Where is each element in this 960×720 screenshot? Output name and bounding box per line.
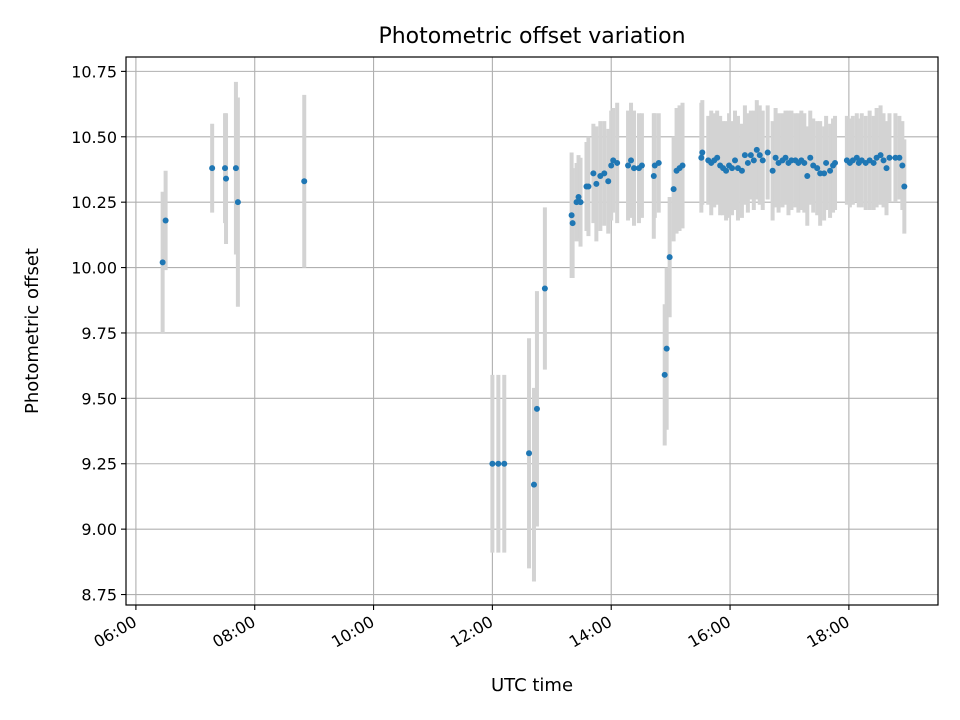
data-point [821,170,828,177]
data-point [223,175,230,182]
data-point [630,165,637,172]
data-point [601,170,608,177]
data-point [741,152,748,159]
data-point [750,157,757,164]
data-point [807,154,814,161]
data-point [655,159,662,166]
data-point [530,481,537,488]
data-point [209,165,216,172]
data-point [883,165,890,172]
data-point [628,157,635,164]
plot-frame [125,56,939,606]
data-point [232,165,239,172]
data-point [569,220,576,227]
data-point [901,183,908,190]
y-tick-label: 10.50 [71,128,117,147]
data-point [670,186,677,193]
data-point [162,217,169,224]
data-point [714,154,721,161]
data-point [593,180,600,187]
data-point [666,254,673,261]
data-point [699,149,706,156]
data-point [608,162,615,169]
data-point [159,259,166,266]
data-point [753,146,760,153]
data-point [764,149,771,156]
data-point [870,159,877,166]
x-axis-label: UTC time [491,675,573,696]
data-point [886,154,893,161]
data-point [575,193,582,200]
y-tick-label: 9.00 [81,520,117,539]
data-point [899,162,906,169]
y-tick-label: 9.25 [81,455,117,474]
data-point [880,157,887,164]
data-point [638,162,645,169]
data-point [747,152,754,159]
data-point [585,183,592,190]
data-point [663,345,670,352]
y-axis-label: Photometric offset [22,248,43,414]
data-point [738,167,745,174]
data-point [533,405,540,412]
y-tick-label: 9.75 [81,324,117,343]
data-point [853,154,860,161]
data-point [756,152,763,159]
data-point [661,371,668,378]
y-tick-label: 10.25 [71,193,117,212]
data-point [526,450,533,457]
data-point [614,159,621,166]
data-point [489,460,496,467]
data-point [723,167,730,174]
data-point [732,157,738,164]
data-point [769,167,776,174]
data-point [698,154,705,161]
data-point [801,159,808,166]
data-point [832,159,839,166]
data-point [729,165,736,172]
y-tick-label: 10.75 [71,62,117,81]
data-point [679,162,686,169]
y-tick-label: 9.50 [81,389,117,408]
data-point [877,152,884,159]
data-point [896,154,903,161]
y-tick-label: 10.00 [71,259,117,278]
data-point [234,199,241,206]
data-point [541,285,548,292]
data-point [814,165,821,172]
data-point [495,460,502,467]
data-point [605,178,612,185]
data-point [568,212,575,219]
data-point [625,162,632,169]
data-point [222,165,229,172]
y-axis-ticks: 8.75 9.00 9.25 9.50 9.75 10.00 10.25 10.50 10.75 [71,62,126,605]
data-point [744,159,751,166]
data-point [590,170,597,177]
data-point [650,173,657,180]
chart-title: Photometric offset variation [378,24,685,49]
data-point [501,460,508,467]
data-point [827,167,834,174]
data-point [759,157,766,164]
data-point [301,178,308,185]
data-point [804,173,811,180]
y-tick-label: 8.75 [81,586,117,605]
data-points [159,146,908,488]
data-point [782,154,789,161]
data-point [823,159,830,166]
data-point [577,199,584,206]
data-point [772,154,779,161]
